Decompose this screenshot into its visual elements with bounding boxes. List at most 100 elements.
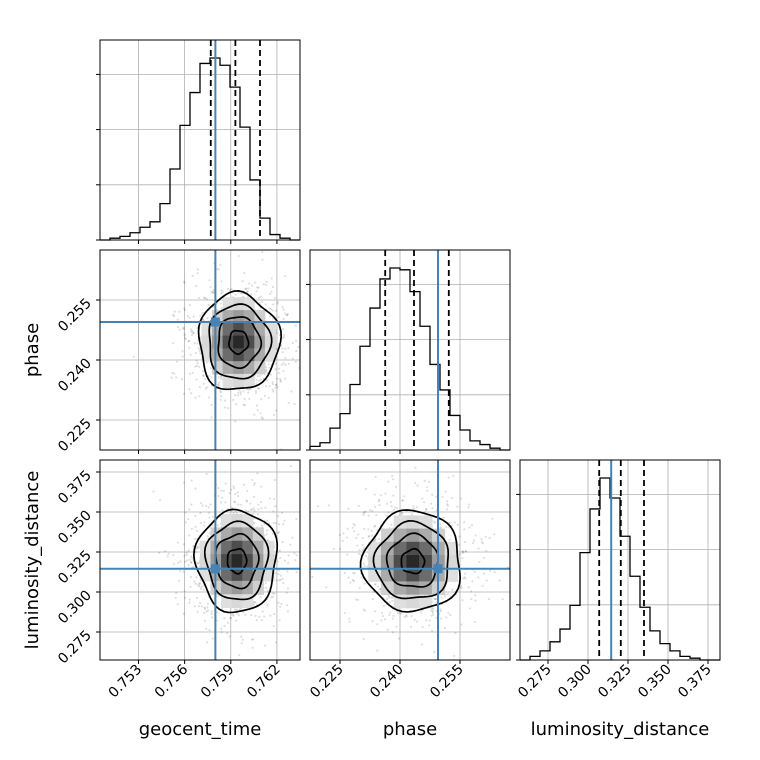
sample-point (196, 610, 199, 613)
sample-point (239, 503, 242, 506)
sample-point (269, 373, 272, 376)
sample-point (188, 317, 191, 320)
sample-point (184, 511, 187, 514)
sample-point (448, 538, 451, 541)
sample-point (176, 541, 180, 544)
sample-point (194, 396, 197, 399)
sample-point (190, 479, 193, 482)
sample-point (445, 525, 448, 529)
sample-point (194, 537, 197, 541)
sample-point (216, 619, 219, 622)
sample-point (219, 398, 222, 402)
x-axis-label-luminosity_distance: luminosity_distance (531, 719, 710, 740)
sample-point (348, 620, 351, 623)
sample-point (332, 547, 335, 550)
sample-point (364, 510, 367, 513)
sample-point (199, 511, 202, 515)
sample-point (459, 585, 462, 588)
sample-point (282, 523, 285, 526)
sample-point (242, 390, 245, 393)
sample-point (253, 413, 256, 416)
sample-point (450, 496, 454, 500)
sample-point (358, 548, 361, 552)
sample-point (396, 507, 399, 510)
sample-point (260, 398, 263, 401)
sample-point (487, 597, 491, 601)
sample-point (343, 612, 346, 615)
sample-point (444, 490, 447, 493)
sample-point (378, 504, 381, 507)
density-cell (406, 555, 420, 569)
sample-point (374, 583, 377, 586)
sample-point (191, 329, 194, 332)
sample-point (363, 609, 367, 612)
sample-point (223, 617, 226, 620)
sample-point (203, 607, 207, 610)
sample-point (430, 614, 433, 617)
density-cell (419, 568, 433, 582)
contour-level (228, 329, 250, 356)
y-tick-label: 0.240 (55, 356, 95, 396)
sample-point (252, 483, 256, 487)
sample-point (182, 326, 185, 329)
sample-point (391, 599, 394, 602)
density-cell (243, 297, 255, 311)
sample-point (182, 392, 186, 395)
truth-marker (210, 317, 220, 327)
sample-point (205, 627, 208, 630)
sample-point (451, 588, 454, 591)
sample-point (271, 309, 275, 312)
sample-point (234, 492, 237, 496)
sample-point (194, 487, 197, 490)
sample-point (392, 614, 395, 618)
sample-point (434, 597, 437, 601)
axes-frame (99, 39, 301, 241)
sample-point (390, 596, 393, 599)
sample-point (473, 621, 476, 624)
sample-point (445, 508, 449, 511)
density-cell (252, 567, 264, 582)
sample-point (464, 550, 467, 553)
sample-point (183, 327, 186, 331)
sample-point (277, 372, 281, 375)
sample-point (488, 537, 491, 540)
sample-point (216, 383, 220, 386)
contour-level (226, 547, 248, 575)
sample-point (245, 388, 249, 391)
sample-point (237, 503, 240, 506)
sample-point (203, 611, 206, 614)
sample-point (473, 570, 476, 573)
sample-point (423, 479, 426, 482)
sample-point (194, 582, 198, 585)
sample-point (196, 268, 199, 271)
sample-point (170, 376, 173, 379)
sample-point (460, 586, 463, 589)
sample-point (483, 572, 486, 575)
sample-point (467, 503, 471, 506)
sample-point (275, 332, 279, 335)
sample-point (483, 556, 486, 560)
sample-point (210, 403, 213, 407)
sample-point (209, 285, 212, 289)
sample-point (188, 508, 191, 511)
sample-point (239, 393, 242, 396)
density-cell (368, 541, 382, 556)
sample-point (198, 349, 202, 352)
x-tick-label: 0.762 (244, 662, 284, 702)
sample-point (232, 614, 235, 617)
sample-point (187, 549, 190, 552)
sample-point (188, 346, 191, 349)
sample-point (234, 501, 237, 504)
sample-point (188, 388, 191, 391)
sample-point (219, 302, 222, 305)
sample-point (262, 283, 265, 286)
sample-point (171, 371, 174, 374)
sample-point (260, 416, 263, 419)
sample-point (434, 598, 438, 601)
sample-point (207, 396, 211, 399)
sample-point (183, 332, 186, 335)
sample-point (325, 586, 328, 589)
sample-point (210, 376, 213, 379)
sample-point (189, 561, 193, 564)
density-cell (368, 568, 382, 582)
